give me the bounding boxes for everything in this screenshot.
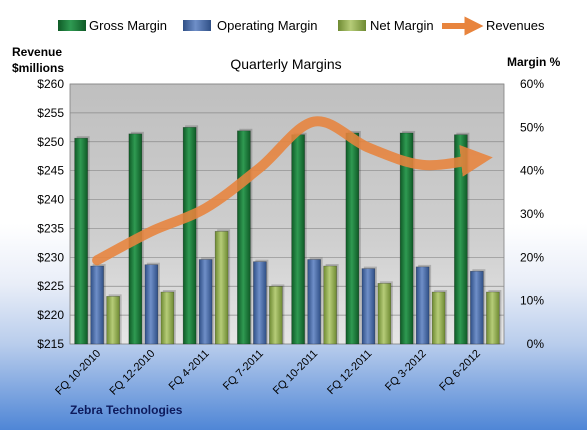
category-label: FQ 12-2011 xyxy=(325,348,374,397)
legend-item-operating-margin: Operating Margin xyxy=(183,18,317,33)
left-tick-label: $230 xyxy=(37,250,64,264)
legend-label-gross-margin: Gross Margin xyxy=(89,18,167,33)
category-label: FQ 10-2010 xyxy=(53,348,103,398)
operating-margin-bar xyxy=(199,260,212,345)
left-tick-label: $255 xyxy=(37,106,64,120)
legend-label-revenues: Revenues xyxy=(486,18,545,33)
legend: Gross Margin Operating Margin Net Margin… xyxy=(58,18,545,33)
net-margin-bar xyxy=(432,292,445,344)
category-label: FQ 7-2011 xyxy=(221,348,266,393)
net-margin-bar xyxy=(161,292,174,344)
operating-margin-bar xyxy=(253,262,266,344)
legend-item-gross-margin: Gross Margin xyxy=(58,18,167,33)
gross-margin-bar xyxy=(346,133,359,344)
right-tick-label: 60% xyxy=(520,77,544,91)
left-axis-label-line2: $millions xyxy=(12,61,64,75)
net-margin-bar xyxy=(269,286,282,344)
left-tick-label: $225 xyxy=(37,279,64,293)
right-tick-label: 0% xyxy=(527,337,545,351)
right-axis-ticks: 0% 10% 20% 30% 40% 50% 60% xyxy=(520,77,544,351)
net-margin-bar xyxy=(324,266,337,344)
left-tick-label: $260 xyxy=(37,77,64,91)
legend-item-net-margin: Net Margin xyxy=(338,18,434,33)
company-name: Zebra Technologies xyxy=(70,403,183,417)
net-margin-bar xyxy=(215,231,228,344)
left-tick-label: $220 xyxy=(37,308,64,322)
category-label: FQ 3-2012 xyxy=(383,348,429,394)
operating-margin-bar xyxy=(145,265,158,344)
left-tick-label: $250 xyxy=(37,135,64,149)
operating-margin-bar xyxy=(416,267,429,344)
net-margin-bar xyxy=(486,292,499,344)
left-axis-label-line1: Revenue xyxy=(12,45,62,59)
left-axis-ticks: $215 $220 $225 $230 $235 $240 $245 $250 $255 $260 xyxy=(37,77,64,351)
legend-swatch-net-margin xyxy=(338,20,366,31)
legend-item-revenues: Revenues xyxy=(442,18,545,33)
net-margin-bar xyxy=(378,283,391,344)
operating-margin-bar xyxy=(308,260,321,345)
right-tick-label: 10% xyxy=(520,294,544,308)
category-label: FQ 4-2011 xyxy=(167,348,212,393)
legend-label-net-margin: Net Margin xyxy=(370,18,434,33)
legend-swatch-operating-margin xyxy=(183,20,211,31)
gross-margin-bar xyxy=(292,135,305,344)
right-axis-label: Margin % xyxy=(507,55,561,69)
left-tick-label: $235 xyxy=(37,221,64,235)
category-label: FQ 6-2012 xyxy=(437,348,483,394)
right-tick-label: 50% xyxy=(520,120,544,134)
operating-margin-bar xyxy=(91,266,104,344)
right-tick-label: 30% xyxy=(520,207,544,221)
gross-margin-bar xyxy=(237,131,250,344)
left-tick-label: $240 xyxy=(37,193,64,207)
legend-swatch-gross-margin xyxy=(58,20,86,31)
net-margin-bar xyxy=(107,296,120,344)
category-label: FQ 12-2010 xyxy=(108,348,158,398)
legend-label-operating-margin: Operating Margin xyxy=(217,18,317,33)
right-tick-label: 20% xyxy=(520,250,544,264)
chart-title: Quarterly Margins xyxy=(230,56,341,72)
gross-margin-bar xyxy=(183,127,196,344)
operating-margin-bar xyxy=(362,269,375,344)
right-tick-label: 40% xyxy=(520,164,544,178)
left-tick-label: $215 xyxy=(37,337,64,351)
category-label: FQ 10-2011 xyxy=(271,348,320,397)
left-tick-label: $245 xyxy=(37,164,64,178)
operating-margin-bar xyxy=(470,271,483,344)
gross-margin-bar xyxy=(75,138,88,344)
